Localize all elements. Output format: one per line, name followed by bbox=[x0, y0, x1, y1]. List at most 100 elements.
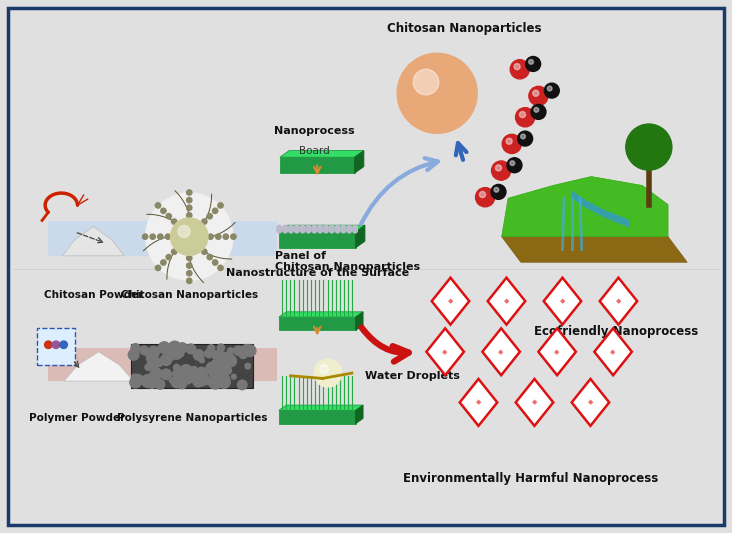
Polygon shape bbox=[280, 157, 354, 173]
Circle shape bbox=[283, 226, 287, 230]
Circle shape bbox=[171, 249, 177, 254]
Circle shape bbox=[289, 228, 293, 232]
Text: Polysyrene Nanoparticles: Polysyrene Nanoparticles bbox=[116, 413, 267, 423]
Circle shape bbox=[212, 260, 218, 265]
Circle shape bbox=[195, 373, 209, 386]
Circle shape bbox=[306, 225, 310, 229]
Circle shape bbox=[45, 341, 52, 349]
Circle shape bbox=[347, 225, 351, 229]
Circle shape bbox=[335, 227, 340, 231]
Circle shape bbox=[165, 234, 171, 239]
Circle shape bbox=[324, 228, 328, 232]
Circle shape bbox=[347, 227, 351, 231]
Circle shape bbox=[193, 376, 203, 387]
Circle shape bbox=[150, 368, 162, 379]
Circle shape bbox=[183, 375, 192, 384]
Circle shape bbox=[215, 234, 221, 239]
Text: Polymer Powder: Polymer Powder bbox=[29, 413, 125, 423]
Circle shape bbox=[185, 372, 193, 379]
Polygon shape bbox=[460, 379, 497, 426]
Circle shape bbox=[520, 111, 526, 118]
Polygon shape bbox=[594, 328, 632, 375]
Circle shape bbox=[312, 229, 316, 233]
Circle shape bbox=[312, 227, 316, 231]
Circle shape bbox=[213, 364, 223, 374]
Circle shape bbox=[347, 228, 351, 232]
Circle shape bbox=[209, 367, 222, 379]
Circle shape bbox=[160, 354, 172, 366]
FancyBboxPatch shape bbox=[130, 344, 253, 388]
Circle shape bbox=[301, 228, 305, 232]
Polygon shape bbox=[279, 312, 363, 317]
Circle shape bbox=[318, 228, 322, 232]
Circle shape bbox=[479, 191, 485, 198]
Circle shape bbox=[161, 260, 166, 265]
Circle shape bbox=[306, 228, 310, 232]
Circle shape bbox=[217, 375, 231, 388]
Circle shape bbox=[158, 342, 170, 353]
FancyBboxPatch shape bbox=[37, 328, 75, 365]
Text: Chitosan Nanoparticles: Chitosan Nanoparticles bbox=[386, 22, 541, 35]
Circle shape bbox=[507, 158, 522, 173]
Circle shape bbox=[152, 369, 162, 379]
Text: ◆: ◆ bbox=[610, 349, 616, 355]
Circle shape bbox=[295, 228, 299, 232]
Circle shape bbox=[353, 227, 357, 231]
Circle shape bbox=[144, 350, 150, 356]
Circle shape bbox=[132, 374, 143, 385]
Circle shape bbox=[231, 374, 236, 379]
Circle shape bbox=[178, 225, 190, 237]
Circle shape bbox=[157, 234, 163, 239]
Circle shape bbox=[289, 226, 293, 230]
Circle shape bbox=[173, 379, 179, 385]
Text: ◆: ◆ bbox=[476, 399, 481, 406]
Circle shape bbox=[145, 364, 152, 370]
Text: ◆: ◆ bbox=[554, 349, 560, 355]
Circle shape bbox=[157, 361, 162, 367]
Circle shape bbox=[353, 226, 357, 230]
Circle shape bbox=[155, 203, 161, 208]
Circle shape bbox=[187, 205, 192, 211]
Circle shape bbox=[212, 351, 220, 359]
Polygon shape bbox=[280, 150, 364, 157]
Circle shape bbox=[207, 214, 212, 219]
Circle shape bbox=[202, 219, 207, 224]
Circle shape bbox=[314, 359, 342, 387]
Text: ◆: ◆ bbox=[498, 349, 504, 355]
Polygon shape bbox=[600, 278, 638, 325]
Circle shape bbox=[534, 108, 539, 112]
Circle shape bbox=[295, 227, 299, 231]
Circle shape bbox=[341, 228, 346, 232]
Circle shape bbox=[353, 228, 357, 232]
Circle shape bbox=[301, 225, 305, 229]
Circle shape bbox=[312, 225, 316, 229]
Circle shape bbox=[244, 345, 256, 357]
Circle shape bbox=[413, 69, 438, 95]
Circle shape bbox=[173, 365, 179, 370]
Circle shape bbox=[148, 380, 157, 389]
Polygon shape bbox=[572, 379, 609, 426]
Circle shape bbox=[225, 355, 236, 367]
Circle shape bbox=[324, 227, 328, 231]
Circle shape bbox=[295, 229, 299, 233]
Polygon shape bbox=[279, 410, 356, 424]
Text: Board: Board bbox=[299, 146, 330, 156]
Circle shape bbox=[510, 161, 515, 166]
Circle shape bbox=[212, 208, 218, 214]
Circle shape bbox=[283, 227, 287, 231]
Polygon shape bbox=[538, 328, 576, 375]
Circle shape bbox=[187, 271, 192, 276]
Polygon shape bbox=[64, 352, 133, 381]
Circle shape bbox=[515, 108, 535, 127]
Circle shape bbox=[329, 228, 334, 232]
Circle shape bbox=[199, 358, 204, 363]
Circle shape bbox=[329, 226, 334, 230]
Circle shape bbox=[223, 234, 228, 239]
Circle shape bbox=[192, 366, 197, 371]
Circle shape bbox=[295, 225, 299, 229]
Circle shape bbox=[335, 226, 340, 230]
Circle shape bbox=[202, 249, 207, 254]
Circle shape bbox=[209, 376, 217, 386]
Circle shape bbox=[312, 228, 316, 232]
Text: ◆: ◆ bbox=[531, 399, 537, 406]
